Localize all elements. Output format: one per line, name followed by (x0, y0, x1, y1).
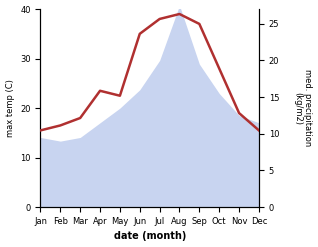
X-axis label: date (month): date (month) (114, 231, 186, 242)
Y-axis label: med. precipitation
(kg/m2): med. precipitation (kg/m2) (293, 69, 313, 147)
Y-axis label: max temp (C): max temp (C) (5, 79, 15, 137)
